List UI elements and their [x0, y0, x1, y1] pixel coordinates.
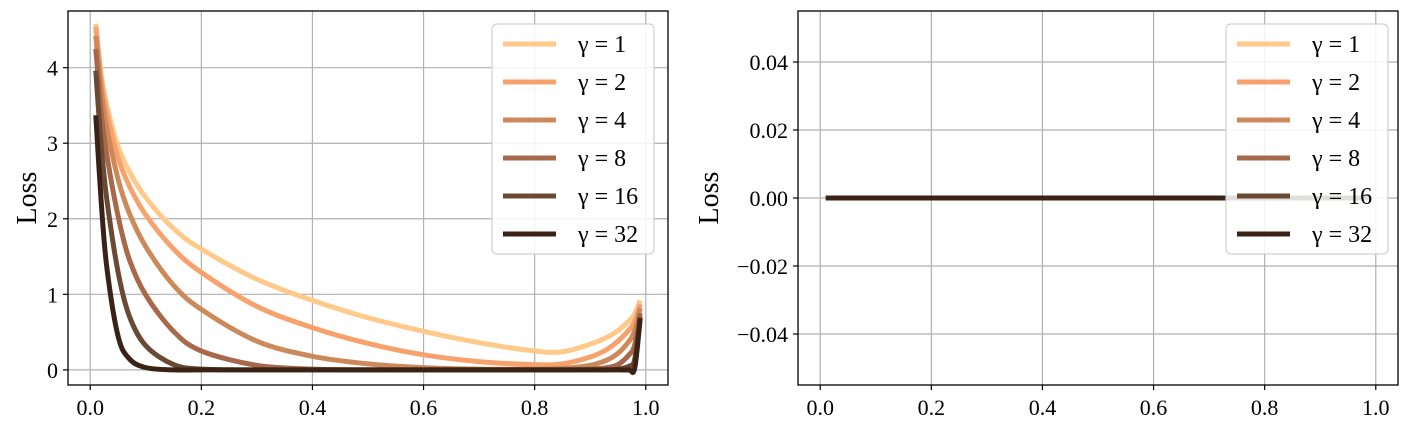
- legend-item: γ = 1: [1237, 32, 1360, 58]
- x-tick-label: 0.4: [1029, 395, 1057, 420]
- y-tick-label: −0.02: [737, 254, 788, 279]
- legend-item: γ = 2: [1237, 70, 1360, 96]
- series-line-gamma-1: [93, 23, 643, 355]
- legend-label: γ = 8: [577, 146, 626, 172]
- x-tick-label: 0.8: [1251, 395, 1279, 420]
- legend-item: γ = 16: [1237, 184, 1372, 210]
- y-tick-label: 2: [47, 207, 58, 232]
- legend-item: γ = 8: [503, 146, 626, 172]
- x-tick-label: 0.2: [918, 395, 946, 420]
- legend-box: [1225, 23, 1389, 255]
- x-tick-label: 0.0: [806, 395, 834, 420]
- y-axis-label: Loss: [12, 172, 43, 225]
- y-tick-label: 3: [47, 131, 58, 156]
- legend-item: γ = 4: [1237, 108, 1360, 134]
- legend-item: γ = 8: [1237, 146, 1360, 172]
- legend-label: γ = 2: [1311, 70, 1360, 96]
- y-tick-label: −0.04: [737, 322, 788, 347]
- x-tick-label: 0.8: [521, 395, 549, 420]
- series-line-gamma-2: [93, 26, 643, 368]
- legend: γ = 1 γ = 2 γ = 4 γ = 8 γ = 16 γ = 32: [491, 23, 655, 255]
- legend-label: γ = 1: [577, 32, 626, 58]
- legend-label: γ = 4: [577, 108, 626, 134]
- series-line-gamma-4: [93, 35, 643, 372]
- legend: γ = 1 γ = 2 γ = 4 γ = 8 γ = 16 γ = 32: [1225, 23, 1389, 255]
- y-tick-label: 0: [47, 358, 58, 383]
- legend-item: γ = 32: [503, 222, 638, 248]
- y-tick-label: 1: [47, 282, 58, 307]
- y-tick-label: 0.02: [750, 118, 789, 143]
- legend-item: γ = 32: [1237, 222, 1372, 248]
- y-tick-label: 0.00: [750, 186, 789, 211]
- legend-label: γ = 32: [1311, 222, 1372, 248]
- x-tick-label: 0.2: [188, 395, 216, 420]
- y-axis-label: Loss: [694, 172, 725, 225]
- x-tick-label: 0.4: [299, 395, 327, 420]
- x-tick-label: 1.0: [1362, 395, 1390, 420]
- legend-label: γ = 1: [1311, 32, 1360, 58]
- axes-frame: [67, 10, 669, 386]
- legend-label: γ = 16: [1311, 184, 1372, 210]
- chart-panel-2: 0.0 0.2 0.4 0.6 0.8 1.0 −0.04 −0.02 0.00 0.02 0.04…: [694, 10, 1399, 420]
- series-line-gamma-32: [93, 115, 643, 376]
- y-tick-label: 4: [47, 56, 58, 81]
- legend-item: γ = 2: [503, 70, 626, 96]
- legend-item: γ = 1: [503, 32, 626, 58]
- x-tick-label: 0.6: [410, 395, 438, 420]
- legend-item: γ = 16: [503, 184, 638, 210]
- legend-label: γ = 16: [577, 184, 638, 210]
- legend-label: γ = 32: [577, 222, 638, 248]
- series-group: [93, 23, 643, 376]
- x-tick-label: 1.0: [632, 395, 660, 420]
- legend-label: γ = 4: [1311, 108, 1360, 134]
- y-tick-label: 0.04: [750, 50, 789, 75]
- legend-box: [491, 23, 655, 255]
- x-tick-label: 0.0: [76, 395, 104, 420]
- legend-label: γ = 8: [1311, 146, 1360, 172]
- legend-label: γ = 2: [577, 70, 626, 96]
- x-tick-label: 0.6: [1140, 395, 1168, 420]
- legend-item: γ = 4: [503, 108, 626, 134]
